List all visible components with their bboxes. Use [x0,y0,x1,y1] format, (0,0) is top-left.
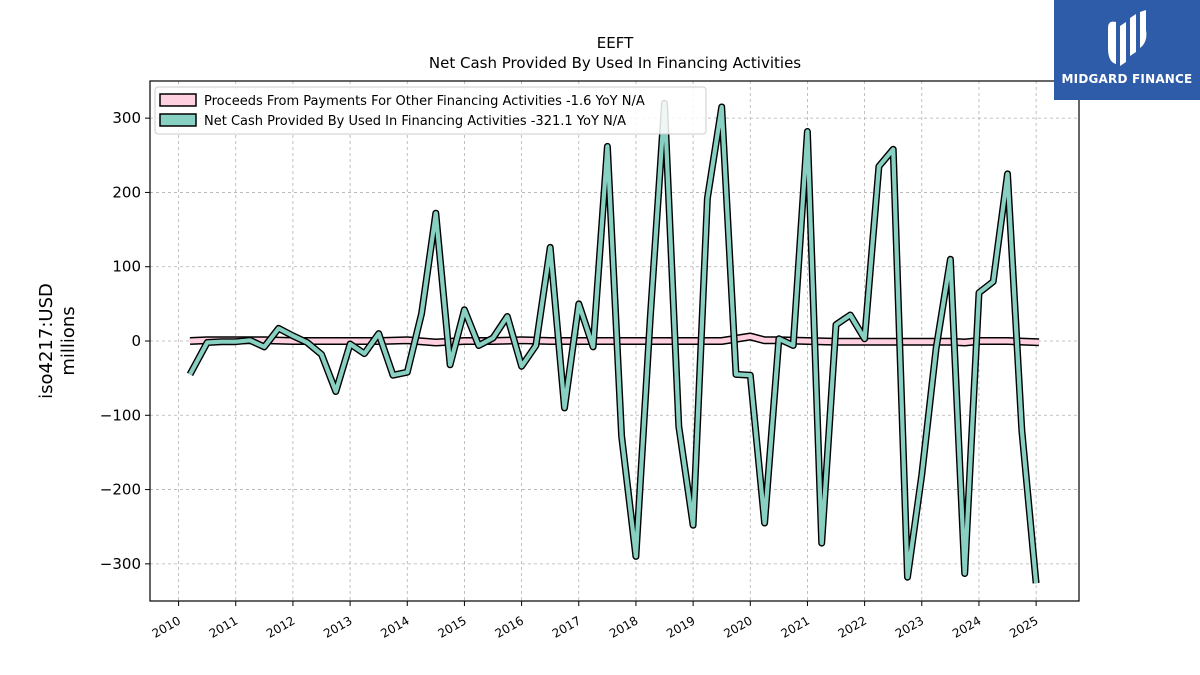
legend-label: Proceeds From Payments For Other Financi… [204,94,645,109]
y-axis-label-line: iso4217:USD [36,283,57,399]
chart-title: EEFT [597,34,634,52]
y-tick-label: 300 [112,109,141,127]
x-tick-label: 2021 [778,613,811,640]
x-tick-label: 2020 [721,613,754,640]
legend-label: Net Cash Provided By Used In Financing A… [204,114,626,129]
x-tick-label: 2010 [150,613,183,640]
legend-swatch [159,113,197,127]
midgard-logo-icon [1108,10,1147,66]
x-tick-label: 2012 [264,613,297,640]
brand-name: MIDGARD FINANCE [1061,72,1193,86]
y-tick-label: 0 [131,332,141,350]
y-tick-label: −100 [100,406,141,424]
legend-box [154,86,707,135]
y-axis-label-line: millions [58,306,79,375]
y-tick-label: 200 [112,183,141,201]
x-tick-label: 2015 [435,613,468,640]
x-tick-label: 2011 [207,613,240,640]
series-line [189,334,1040,345]
x-tick-label: 2016 [493,613,526,640]
x-tick-label: 2023 [893,613,926,640]
x-tick-label: 2022 [836,613,869,640]
x-tick-label: 2017 [550,613,583,640]
x-tick-label: 2014 [378,613,411,640]
x-tick-label: 2025 [1007,613,1040,640]
series-line [188,101,1039,584]
y-tick-label: −300 [100,555,141,573]
chart-subtitle: Net Cash Provided By Used In Financing A… [429,54,801,72]
legend-swatch [159,93,197,107]
brand-logo: MIDGARD FINANCE [1054,0,1200,100]
x-tick-label: 2018 [607,613,640,640]
series-layer [186,99,1040,584]
y-tick-label: −200 [100,481,141,499]
x-tick-label: 2024 [950,613,983,640]
y-tick-label: 100 [112,258,141,276]
x-tick-label: 2013 [321,613,354,640]
x-tick-label: 2019 [664,613,697,640]
legend: Proceeds From Payments For Other Financi… [154,86,707,135]
y-axis-label: iso4217:USD millions [36,283,79,399]
